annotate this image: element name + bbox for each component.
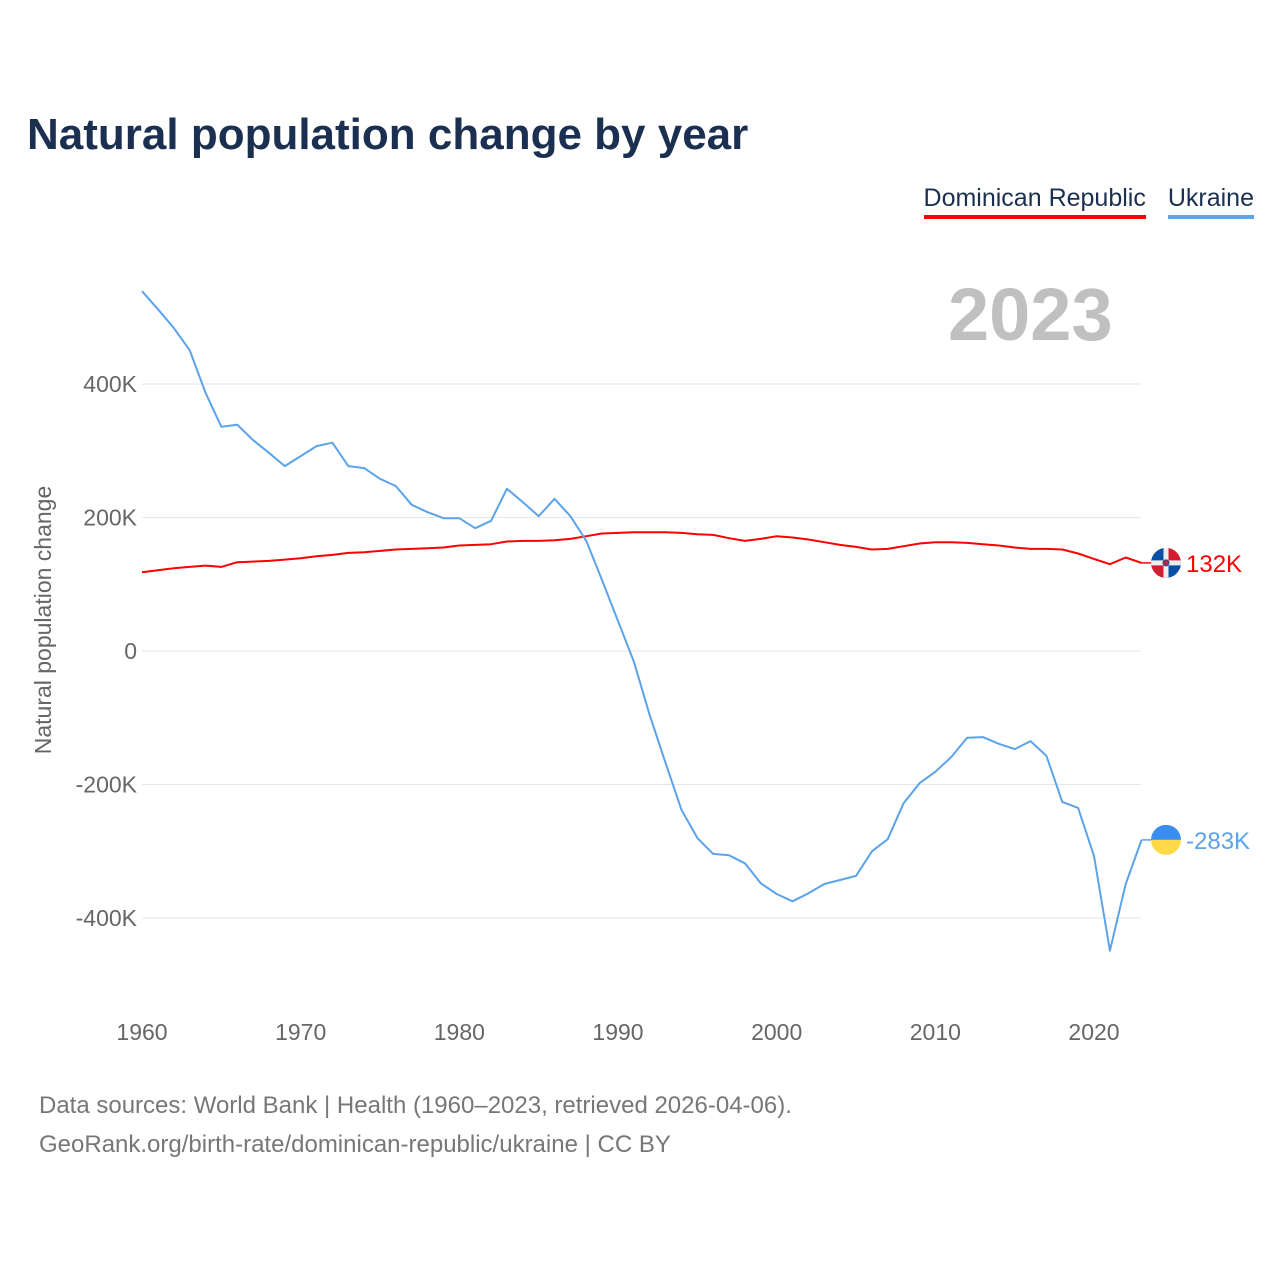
source-url[interactable]: GeoRank.org/birth-rate/dominican-republi…	[39, 1131, 671, 1158]
x-tick-label: 1960	[116, 1019, 167, 1045]
x-tick-label: 1970	[275, 1019, 326, 1045]
x-tick-label: 2000	[751, 1019, 802, 1045]
series-line-dominican-republic	[141, 531, 1142, 574]
source-note: Data sources: World Bank | Health (1960–…	[39, 1092, 792, 1119]
current-year-label: 2023	[948, 273, 1113, 356]
footer: Data sources: World Bank | Health (1960–…	[39, 1086, 792, 1164]
x-tick-label: 1990	[592, 1019, 643, 1045]
y-tick-label: -400K	[76, 905, 138, 931]
legend-ukraine[interactable]: Ukraine	[1167, 184, 1254, 219]
y-tick-label: 0	[124, 638, 137, 664]
x-tick-label: 2010	[910, 1019, 961, 1045]
y-axis-label: Natural population change	[30, 486, 56, 755]
series-line-ukraine	[141, 290, 1143, 952]
x-tick-label: 1980	[434, 1019, 485, 1045]
y-tick-label: 400K	[83, 371, 137, 397]
chart-title: Natural population change by year	[27, 110, 749, 159]
dominican-republic-flag-icon	[1151, 547, 1181, 578]
legend: Dominican Republic Ukraine	[923, 184, 1254, 219]
y-tick-label: -200K	[76, 772, 138, 798]
y-tick-label: 200K	[83, 505, 137, 531]
end-value-label: 132K	[1186, 551, 1242, 578]
ukraine-flag-icon	[1151, 824, 1181, 855]
end-value-label: -283K	[1186, 828, 1250, 855]
legend-dominican-republic[interactable]: Dominican Republic	[923, 184, 1146, 219]
x-tick-label: 2020	[1068, 1019, 1119, 1045]
